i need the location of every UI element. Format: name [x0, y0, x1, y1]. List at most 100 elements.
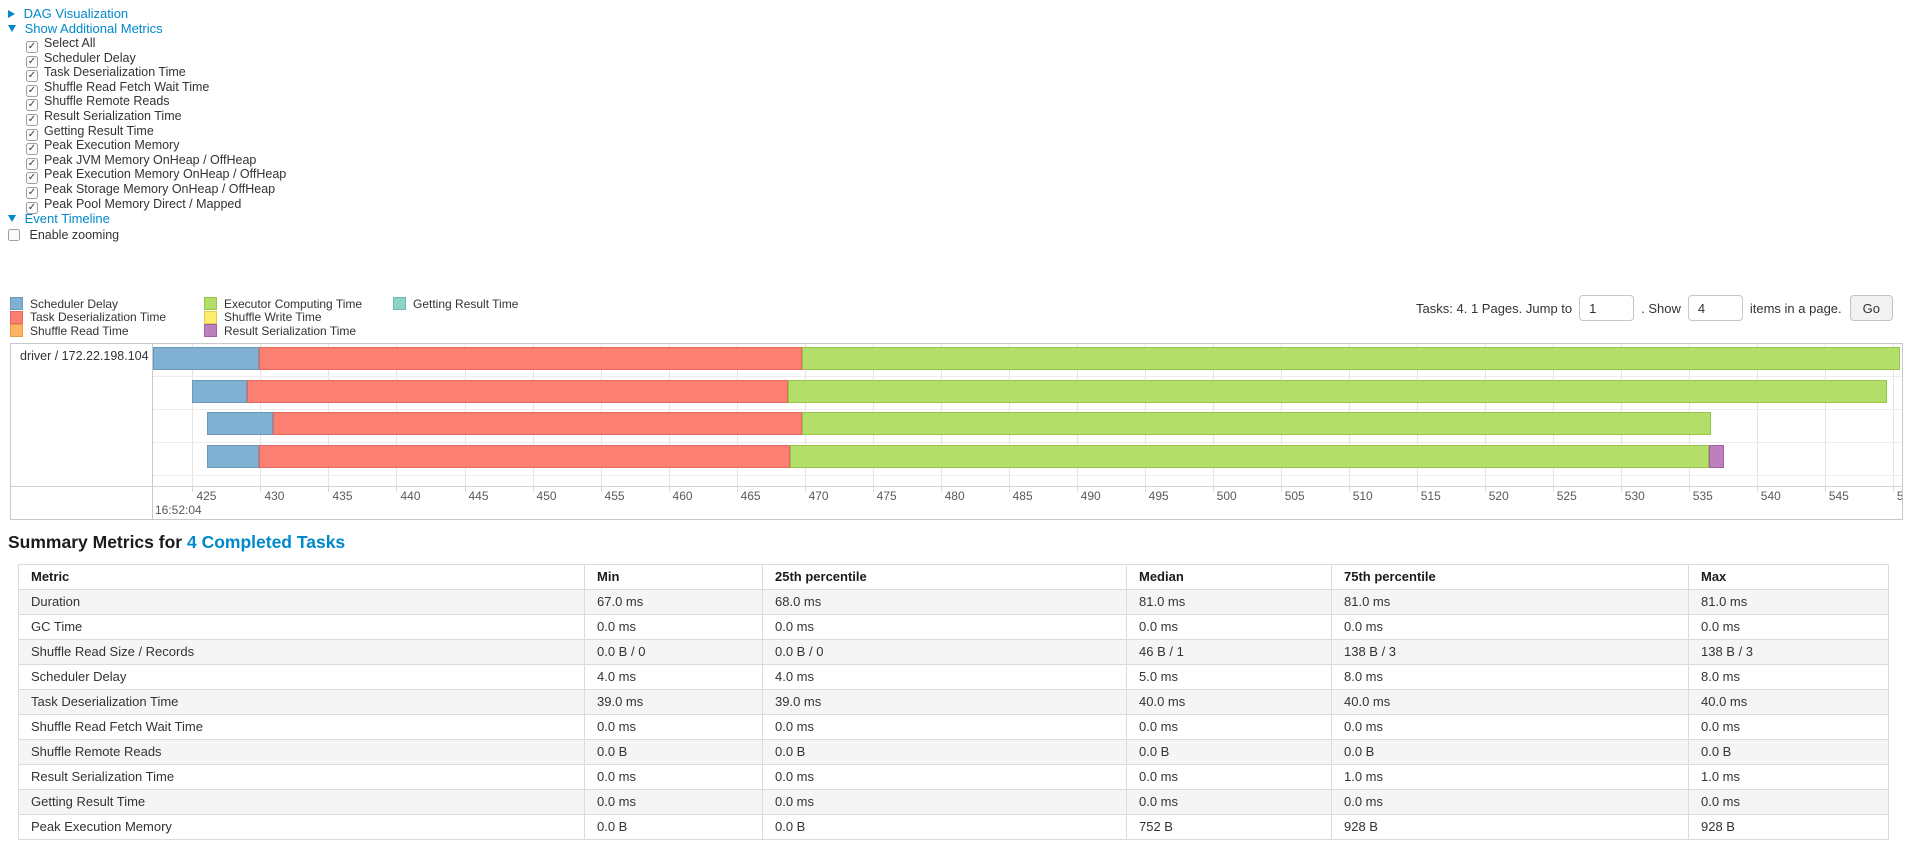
axis-tick-label: 480: [944, 489, 965, 504]
checkbox-checked-icon[interactable]: ✓: [26, 99, 38, 112]
checkbox-checked-icon[interactable]: ✓: [26, 84, 38, 97]
axis-tick: [1144, 486, 1146, 493]
axis-tick: [1620, 486, 1622, 493]
checkbox-checked-icon[interactable]: ✓: [26, 113, 38, 126]
legend-label: Shuffle Write Time: [224, 310, 322, 325]
completed-tasks-link[interactable]: 4 Completed Tasks: [186, 532, 346, 553]
task-deserialization-swatch-icon: [10, 310, 23, 324]
metric-checkbox-label: Peak Execution Memory: [44, 138, 180, 153]
summary-table-row: Scheduler Delay 4.0 ms 4.0 ms 5.0 ms 8.0 ms 8…: [18, 664, 1889, 691]
axis-tick-label: 530: [1624, 489, 1645, 504]
metric-checkbox-label: Peak JVM Memory OnHeap / OffHeap: [44, 152, 257, 167]
task-bar-segment-scheduler-delay: [153, 347, 260, 371]
checkbox-checked-icon[interactable]: ✓: [26, 128, 38, 141]
enable-zooming-label: Enable zooming: [29, 228, 120, 243]
task-bar-segment-executor-computing: [801, 412, 1711, 436]
metric-checkbox-row: ✓ Task Deserialization Time: [26, 65, 1907, 83]
row-separator: [153, 475, 1902, 477]
axis-tick-label: 535: [1692, 489, 1713, 504]
legend-label: Task Deserialization Time: [30, 310, 167, 325]
axis-tick: [600, 486, 602, 493]
legend-item-getting-result: Getting Result Time: [393, 296, 519, 311]
checkbox-unchecked-icon[interactable]: [8, 229, 20, 242]
metric-value-cell: 0.0 B / 0: [584, 639, 763, 666]
metric-value-cell: 0.0 ms: [1126, 614, 1332, 641]
metric-checkbox-row: ✓ Peak Storage Memory OnHeap / OffHeap: [26, 182, 1907, 199]
task-bar-segment-task-deserialization: [246, 380, 789, 404]
enable-zooming-row: Enable zooming: [8, 227, 1907, 243]
metric-value-cell: 0.0 ms: [584, 789, 763, 816]
checkbox-checked-icon[interactable]: ✓: [26, 143, 38, 156]
metric-value-cell: 0.0 ms: [1688, 714, 1889, 741]
task-bar-segment-scheduler-delay: [207, 445, 260, 469]
legend-label: Shuffle Read Time: [30, 323, 129, 338]
metric-checkbox-row: ✓ Peak Execution Memory OnHeap / OffHeap: [26, 167, 1907, 185]
dag-visualization-toggle[interactable]: DAG Visualization: [8, 6, 1907, 21]
metric-value-cell: 39.0 ms: [762, 689, 1127, 716]
jump-to-page-input[interactable]: [1579, 295, 1635, 322]
axis-tick: [1892, 486, 1894, 493]
metric-value-cell: 4.0 ms: [762, 664, 1127, 691]
go-button[interactable]: Go: [1849, 295, 1893, 322]
metric-value-cell: 81.0 ms: [1688, 589, 1889, 616]
legend-column: Getting Result Time: [393, 297, 518, 337]
show-additional-metrics-link[interactable]: Show Additional Metrics: [24, 21, 163, 36]
summary-table-row: Shuffle Read Size / Records 0.0 B / 0 0.0 …: [18, 639, 1889, 666]
summary-table-row: Shuffle Remote Reads 0.0 B 0.0 B 0.0 B 0.0 B…: [18, 739, 1889, 766]
legend-label: Getting Result Time: [413, 296, 519, 311]
metric-value-cell: 0.0 B: [1688, 739, 1889, 766]
metric-value-cell: 68.0 ms: [762, 589, 1127, 616]
metric-value-cell: 138 B / 3: [1688, 639, 1889, 666]
metric-value-cell: 8.0 ms: [1331, 664, 1689, 691]
metric-checkbox-label: Peak Pool Memory Direct / Mapped: [44, 196, 242, 211]
axis-tick: [1212, 486, 1214, 493]
items-per-page-input[interactable]: [1687, 295, 1743, 322]
summary-column-header: 25th percentile: [762, 564, 1127, 591]
metric-value-cell: 0.0 ms: [1126, 789, 1332, 816]
axis-tick: [1688, 486, 1690, 493]
metric-checkbox-row: ✓ Select All: [26, 36, 1907, 53]
summary-column-header: Metric: [18, 564, 585, 591]
summary-column-header: Median: [1126, 564, 1332, 591]
legend-item-shuffle-read: Shuffle Read Time: [10, 323, 204, 338]
checkbox-checked-icon[interactable]: ✓: [26, 70, 38, 83]
axis-gridline: [1824, 344, 1826, 487]
axis-tick-label: 505: [1284, 489, 1305, 504]
checkbox-checked-icon[interactable]: ✓: [26, 41, 38, 53]
collapsed-arrow-icon: [8, 10, 15, 18]
row-separator: [153, 376, 1902, 378]
metric-checkbox-label: Shuffle Remote Reads: [44, 94, 170, 109]
metric-checkbox-label: Peak Execution Memory OnHeap / OffHeap: [44, 167, 287, 182]
metric-value-cell: 0.0 ms: [1331, 714, 1689, 741]
metric-value-cell: 0.0 ms: [1688, 614, 1889, 641]
metric-value-cell: 0.0 ms: [762, 714, 1127, 741]
axis-tick-label: 490: [1080, 489, 1101, 504]
dag-visualization-link[interactable]: DAG Visualization: [23, 6, 129, 21]
metric-value-cell: 67.0 ms: [584, 589, 763, 616]
legend-item-task-deserialization: Task Deserialization Time: [10, 310, 204, 325]
axis-tick-label: 515: [1420, 489, 1441, 504]
checkbox-checked-icon[interactable]: ✓: [26, 157, 38, 170]
axis-tick-label: 485: [1012, 489, 1033, 504]
event-timeline-link[interactable]: Event Timeline: [24, 211, 110, 227]
metric-value-cell: 4.0 ms: [584, 664, 763, 691]
metric-value-cell: 8.0 ms: [1688, 664, 1889, 691]
summary-table-row: Peak Execution Memory 0.0 B 0.0 B 752 B 928 …: [18, 814, 1889, 841]
row-separator: [153, 442, 1902, 444]
metric-value-cell: 0.0 B: [1331, 739, 1689, 766]
metric-value-cell: 39.0 ms: [584, 689, 763, 716]
pagination-show-text: . Show: [1641, 300, 1681, 316]
checkbox-checked-icon[interactable]: ✓: [26, 201, 38, 214]
axis-tick: [396, 486, 398, 493]
axis-tick: [192, 486, 194, 493]
event-timeline-toggle[interactable]: Event Timeline: [8, 211, 1907, 226]
checkbox-checked-icon[interactable]: ✓: [26, 186, 38, 199]
metric-value-cell: 0.0 ms: [762, 764, 1127, 791]
metric-name-cell: Duration: [18, 589, 585, 616]
summary-metrics-table: Metric Min 25th percentile Median 75th perce…: [18, 564, 1889, 841]
metric-value-cell: 0.0 B / 0: [762, 639, 1127, 666]
summary-metrics-heading: Summary Metrics for 4 Completed Tasks: [8, 530, 1907, 552]
show-additional-metrics-toggle[interactable]: Show Additional Metrics: [8, 21, 1907, 36]
checkbox-checked-icon[interactable]: ✓: [26, 55, 38, 68]
checkbox-checked-icon[interactable]: ✓: [26, 172, 38, 185]
